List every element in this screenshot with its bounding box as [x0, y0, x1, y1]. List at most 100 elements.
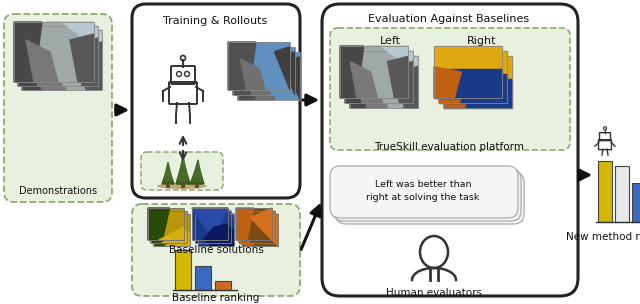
Polygon shape — [253, 211, 275, 243]
Polygon shape — [397, 66, 418, 108]
Polygon shape — [439, 72, 466, 103]
Polygon shape — [241, 59, 265, 90]
Polygon shape — [209, 230, 234, 246]
Polygon shape — [165, 233, 190, 246]
Bar — [345, 51, 413, 103]
Bar — [239, 211, 275, 243]
Bar — [192, 208, 228, 240]
FancyBboxPatch shape — [4, 14, 112, 202]
Polygon shape — [360, 72, 387, 108]
FancyBboxPatch shape — [330, 166, 518, 218]
Polygon shape — [372, 51, 413, 72]
Bar — [233, 47, 295, 95]
Polygon shape — [367, 46, 408, 67]
Text: New method ranking: New method ranking — [566, 232, 640, 242]
Bar — [350, 56, 418, 108]
FancyBboxPatch shape — [141, 152, 223, 190]
Text: Left was better than
right at solving the task: Left was better than right at solving th… — [366, 180, 480, 202]
Polygon shape — [18, 26, 46, 86]
Text: Human evaluators: Human evaluators — [386, 288, 482, 298]
Bar — [22, 30, 102, 90]
Bar — [340, 46, 408, 98]
Polygon shape — [78, 42, 102, 90]
FancyBboxPatch shape — [322, 4, 578, 296]
Bar — [228, 42, 290, 90]
FancyBboxPatch shape — [132, 204, 300, 296]
Polygon shape — [192, 160, 202, 181]
Polygon shape — [434, 69, 502, 98]
Polygon shape — [257, 214, 278, 246]
Text: Left: Left — [380, 36, 401, 46]
Polygon shape — [54, 30, 102, 54]
Text: Demonstrations: Demonstrations — [19, 186, 97, 196]
Bar — [434, 46, 502, 98]
Polygon shape — [238, 52, 266, 100]
Bar — [632, 183, 640, 222]
Bar — [175, 250, 191, 290]
Bar — [18, 26, 98, 86]
Bar — [236, 208, 272, 240]
Bar — [236, 208, 272, 240]
Polygon shape — [280, 52, 295, 95]
Polygon shape — [340, 46, 364, 98]
Text: TrueSkill evaluation platform: TrueSkill evaluation platform — [374, 142, 524, 152]
Bar — [154, 214, 190, 246]
Bar — [195, 211, 231, 243]
Polygon shape — [388, 57, 408, 98]
Ellipse shape — [157, 183, 207, 189]
Bar — [439, 51, 507, 103]
Bar — [598, 161, 612, 222]
Text: Baseline solutions: Baseline solutions — [168, 245, 264, 255]
Text: Evaluation Against Baselines: Evaluation Against Baselines — [369, 14, 529, 24]
Polygon shape — [444, 56, 512, 79]
FancyBboxPatch shape — [336, 172, 524, 224]
Polygon shape — [159, 227, 184, 240]
Polygon shape — [198, 214, 234, 246]
Bar — [238, 52, 300, 100]
Bar — [195, 211, 231, 243]
Bar — [242, 214, 278, 246]
Bar — [439, 51, 507, 103]
Bar — [238, 52, 300, 100]
Polygon shape — [70, 34, 94, 82]
Bar — [242, 214, 278, 246]
Polygon shape — [14, 22, 42, 82]
Bar — [18, 26, 98, 86]
Polygon shape — [30, 44, 62, 86]
Polygon shape — [190, 164, 204, 184]
Bar — [148, 208, 184, 240]
Bar — [444, 56, 512, 108]
Text: Baseline ranking: Baseline ranking — [172, 293, 260, 303]
Polygon shape — [233, 47, 261, 95]
Bar — [444, 56, 512, 108]
Bar — [215, 281, 231, 290]
Polygon shape — [203, 224, 228, 240]
Bar — [166, 184, 170, 188]
Polygon shape — [444, 77, 471, 108]
Bar — [148, 208, 184, 240]
Polygon shape — [34, 48, 66, 90]
Bar — [434, 46, 502, 98]
Polygon shape — [250, 69, 275, 100]
Bar — [195, 184, 199, 188]
Bar — [14, 22, 94, 82]
Polygon shape — [162, 166, 174, 184]
Bar — [151, 211, 187, 243]
Polygon shape — [195, 211, 231, 243]
Polygon shape — [176, 160, 190, 184]
Polygon shape — [22, 30, 50, 90]
Polygon shape — [434, 46, 502, 69]
Polygon shape — [192, 208, 228, 240]
Polygon shape — [148, 208, 170, 240]
Polygon shape — [245, 64, 270, 95]
Bar — [340, 46, 408, 98]
Bar — [195, 266, 211, 290]
FancyBboxPatch shape — [330, 28, 570, 150]
Bar — [198, 214, 234, 246]
Polygon shape — [285, 57, 300, 100]
FancyBboxPatch shape — [333, 169, 521, 221]
Polygon shape — [151, 211, 173, 243]
Bar — [192, 208, 228, 240]
FancyBboxPatch shape — [132, 4, 300, 198]
Text: Right: Right — [467, 36, 497, 46]
